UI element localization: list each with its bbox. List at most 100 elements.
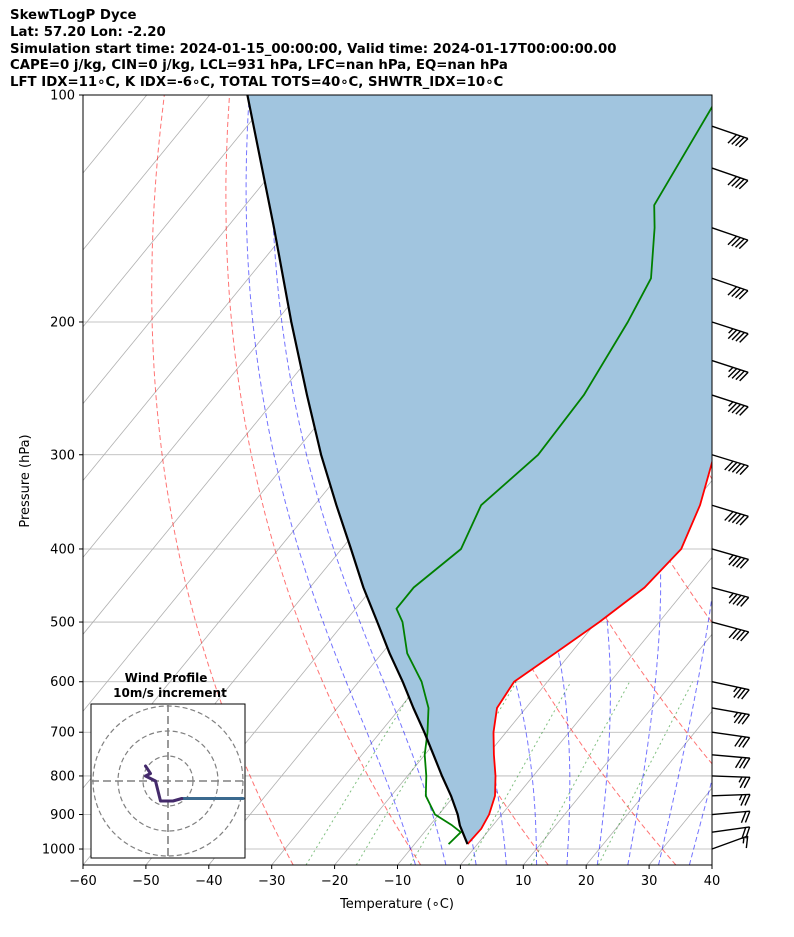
wind-barb bbox=[711, 793, 751, 806]
barb-feather bbox=[744, 794, 751, 806]
x-tick-label: −40 bbox=[195, 874, 222, 889]
barb-feather bbox=[727, 235, 738, 246]
isotherm-gridline bbox=[522, 633, 712, 865]
x-tick-label: −50 bbox=[132, 874, 159, 889]
wind-barb bbox=[711, 548, 750, 569]
barb-feather bbox=[743, 776, 751, 789]
wind-barb bbox=[711, 125, 749, 148]
title-cape-line: CAPE=0 j/kg, CIN=0 j/kg, LCL=931 hPa, LF… bbox=[10, 58, 508, 74]
x-tick-label: 30 bbox=[641, 874, 658, 889]
barb-shaft bbox=[711, 707, 750, 716]
barb-shaft bbox=[711, 826, 750, 833]
barb-feather bbox=[737, 688, 746, 699]
barb-feather bbox=[745, 826, 751, 839]
moist-adiabat bbox=[245, 95, 416, 865]
barb-shaft bbox=[711, 586, 749, 599]
barb-feather bbox=[739, 515, 749, 526]
x-axis-label: Temperature (∘C) bbox=[339, 897, 454, 912]
wind-barb bbox=[711, 454, 749, 476]
title-times: Simulation start time: 2024-01-15_00:00:… bbox=[10, 41, 617, 57]
barb-feather bbox=[731, 513, 742, 524]
barb-feather bbox=[727, 176, 738, 186]
barb-feather bbox=[738, 736, 747, 748]
temperature-line bbox=[466, 459, 712, 845]
mixing-ratio-line bbox=[355, 681, 466, 865]
barb-feather bbox=[741, 689, 750, 700]
wind-barb bbox=[711, 810, 751, 824]
barb-feather bbox=[738, 794, 743, 801]
x-tick-label: −20 bbox=[321, 874, 348, 889]
barb-feather bbox=[728, 401, 734, 407]
title-index-line: LFT IDX=11∘C, K IDX=-6∘C, TOTAL TOTS=40∘… bbox=[10, 75, 504, 91]
barb-feather bbox=[739, 371, 749, 382]
barb-feather bbox=[741, 827, 747, 840]
barb-feather bbox=[740, 596, 750, 607]
barb-feather bbox=[735, 370, 745, 381]
wind-barb bbox=[711, 681, 750, 700]
barb-feather bbox=[727, 329, 738, 340]
barb-shaft bbox=[711, 167, 749, 182]
wind-barb bbox=[711, 826, 751, 840]
barb-feather bbox=[735, 238, 745, 248]
isotherm-gridline bbox=[711, 864, 712, 865]
x-ticks: −60 −50 −40 −30 −20 −10 0 10 20 30 40 bbox=[69, 865, 720, 889]
barb-shaft bbox=[711, 125, 749, 140]
y-tick-label: 700 bbox=[50, 726, 75, 741]
barb-feather bbox=[738, 290, 749, 300]
barb-feather bbox=[728, 593, 738, 604]
barb-feather bbox=[738, 239, 749, 250]
barb-feather bbox=[736, 595, 746, 606]
hodograph-subtitle: 10m/s increment bbox=[113, 686, 227, 700]
barb-feather bbox=[728, 366, 734, 373]
dry-adiabat bbox=[225, 95, 422, 865]
y-tick-label: 900 bbox=[50, 808, 75, 823]
barb-feather bbox=[728, 512, 738, 523]
wind-barb bbox=[711, 754, 751, 769]
chart-title: SkewTLogP Dyce Lat: 57.20 Lon: -2.20 Sim… bbox=[10, 8, 617, 92]
barb-feather bbox=[735, 178, 745, 189]
dry-adiabat bbox=[151, 95, 294, 865]
hodograph-trace bbox=[144, 764, 184, 803]
barb-feather bbox=[727, 368, 738, 378]
barb-feather bbox=[735, 464, 746, 474]
barb-feather bbox=[738, 179, 749, 190]
barb-shaft bbox=[711, 277, 749, 292]
mixing-ratio-line bbox=[597, 681, 694, 865]
y-tick-label: 400 bbox=[50, 542, 75, 557]
y-tick-label: 300 bbox=[50, 448, 75, 463]
hodograph-title: Wind Profile bbox=[125, 671, 208, 685]
barb-feather bbox=[738, 138, 749, 148]
barb-shaft bbox=[711, 754, 750, 759]
barb-feather bbox=[728, 592, 734, 599]
profile-lines bbox=[246, 95, 712, 845]
barb-feather bbox=[731, 403, 742, 414]
isotherm-gridline bbox=[83, 95, 85, 97]
barb-feather bbox=[735, 405, 745, 415]
barb-feather bbox=[731, 237, 741, 247]
barb-feather bbox=[734, 757, 743, 769]
wind-barb bbox=[711, 394, 749, 416]
barb-feather bbox=[735, 331, 745, 342]
barb-feather bbox=[733, 686, 738, 693]
wind-barb bbox=[711, 277, 749, 300]
barb-shaft bbox=[711, 548, 749, 561]
barb-feather bbox=[739, 558, 750, 569]
title-location: Lat: 57.20 Lon: -2.20 bbox=[10, 24, 166, 40]
dry-adiabat bbox=[751, 95, 794, 865]
barb-feather bbox=[742, 837, 745, 844]
wind-barb bbox=[711, 731, 751, 748]
barb-feather bbox=[728, 555, 738, 566]
y-axis-label: Pressure (hPa) bbox=[18, 434, 33, 527]
wind-barb bbox=[711, 586, 750, 607]
barb-feather bbox=[733, 712, 739, 718]
barb-shaft bbox=[711, 504, 749, 518]
isotherm-gridline bbox=[83, 95, 273, 328]
barb-shaft bbox=[711, 731, 750, 739]
barb-feather bbox=[733, 712, 743, 724]
x-tick-label: −30 bbox=[258, 874, 285, 889]
isotherm-gridline bbox=[585, 710, 712, 865]
isotherm-gridline bbox=[397, 479, 712, 865]
moist-adiabat bbox=[271, 95, 447, 865]
y-tick-label: 1000 bbox=[42, 843, 75, 858]
